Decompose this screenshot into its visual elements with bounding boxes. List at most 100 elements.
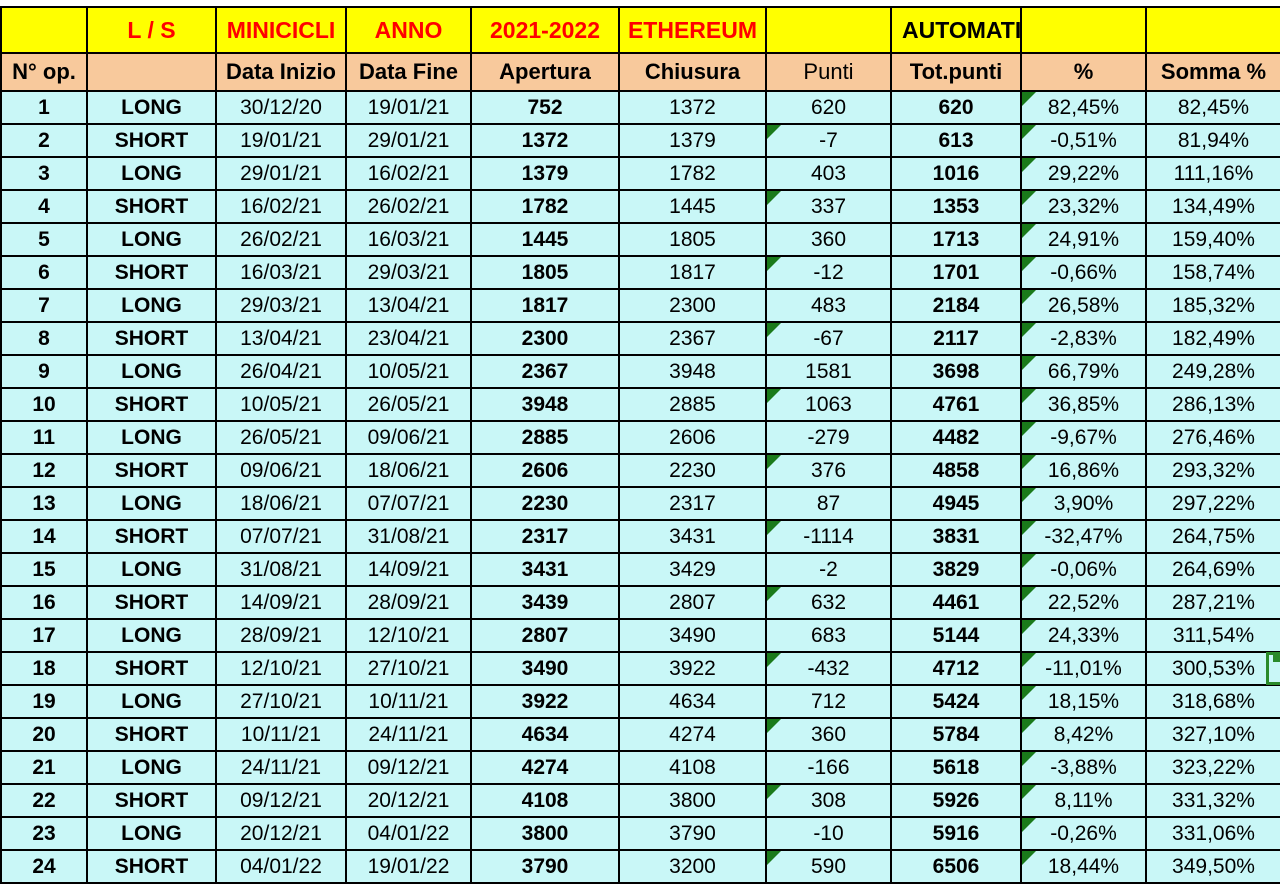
cell-chiusura[interactable]: 1445 (618, 189, 767, 224)
cell-direction[interactable]: SHORT (86, 387, 217, 422)
cell-data-inizio[interactable]: 27/10/21 (215, 684, 347, 719)
cell-apertura[interactable]: 1817 (470, 288, 620, 323)
cell-tot-punti[interactable]: 5916 (890, 816, 1022, 851)
cell-direction[interactable]: LONG (86, 618, 217, 653)
cell-op-number[interactable]: 24 (0, 849, 88, 884)
cell-apertura[interactable]: 4274 (470, 750, 620, 785)
cell-tot-punti[interactable]: 4858 (890, 453, 1022, 488)
cell-data-inizio[interactable]: 12/10/21 (215, 651, 347, 686)
cell-chiusura[interactable]: 3922 (618, 651, 767, 686)
cell-op-number[interactable]: 14 (0, 519, 88, 554)
cell-op-number[interactable]: 9 (0, 354, 88, 389)
cell-punti[interactable]: 620 (765, 90, 892, 125)
cell-punti[interactable]: 1063 (765, 387, 892, 422)
cell-tot-punti[interactable]: 5784 (890, 717, 1022, 752)
cell-apertura[interactable]: 3800 (470, 816, 620, 851)
cell-tot-punti[interactable]: 4761 (890, 387, 1022, 422)
cell-data-inizio[interactable]: 20/12/21 (215, 816, 347, 851)
cell-punti[interactable]: 1581 (765, 354, 892, 389)
cell-data-inizio[interactable]: 16/03/21 (215, 255, 347, 290)
cell-percent[interactable]: 24,33% (1020, 618, 1147, 653)
cell-data-inizio[interactable]: 16/02/21 (215, 189, 347, 224)
cell-punti[interactable]: 360 (765, 222, 892, 257)
header-title-anno[interactable]: ANNO (345, 6, 472, 54)
cell-chiusura[interactable]: 2606 (618, 420, 767, 455)
cell-data-inizio[interactable]: 07/07/21 (215, 519, 347, 554)
cell-data-inizio[interactable]: 28/09/21 (215, 618, 347, 653)
column-header-ls-blank[interactable] (86, 52, 217, 92)
cell-apertura[interactable]: 1805 (470, 255, 620, 290)
cell-tot-punti[interactable]: 1713 (890, 222, 1022, 257)
column-header-percent[interactable]: % (1020, 52, 1147, 92)
column-header-tot-punti[interactable]: Tot.punti (890, 52, 1022, 92)
cell-direction[interactable]: LONG (86, 486, 217, 521)
column-header-chiusura[interactable]: Chiusura (618, 52, 767, 92)
cell-direction[interactable]: SHORT (86, 255, 217, 290)
cell-data-inizio[interactable]: 26/04/21 (215, 354, 347, 389)
cell-apertura[interactable]: 2885 (470, 420, 620, 455)
cell-direction[interactable]: LONG (86, 222, 217, 257)
cell-apertura[interactable]: 2367 (470, 354, 620, 389)
cell-direction[interactable]: SHORT (86, 651, 217, 686)
cell-direction[interactable]: SHORT (86, 783, 217, 818)
cell-apertura[interactable]: 2300 (470, 321, 620, 356)
cell-op-number[interactable]: 16 (0, 585, 88, 620)
cell-percent[interactable]: -9,67% (1020, 420, 1147, 455)
cell-data-inizio[interactable]: 04/01/22 (215, 849, 347, 884)
cell-data-fine[interactable]: 18/06/21 (345, 453, 472, 488)
cell-data-inizio[interactable]: 29/01/21 (215, 156, 347, 191)
cell-punti[interactable]: -166 (765, 750, 892, 785)
cell-chiusura[interactable]: 2367 (618, 321, 767, 356)
cell-direction[interactable]: LONG (86, 354, 217, 389)
cell-data-inizio[interactable]: 18/06/21 (215, 486, 347, 521)
header-title-blank-somma[interactable] (1145, 6, 1280, 54)
cell-tot-punti[interactable]: 5424 (890, 684, 1022, 719)
cell-somma-percent[interactable]: 185,32% (1145, 288, 1280, 323)
cell-op-number[interactable]: 15 (0, 552, 88, 587)
header-title-ethereum[interactable]: ETHEREUM (618, 6, 767, 54)
cell-somma-percent[interactable]: 286,13% (1145, 387, 1280, 422)
cell-punti[interactable]: -7 (765, 123, 892, 158)
column-header-data-fine[interactable]: Data Fine (345, 52, 472, 92)
cell-data-fine[interactable]: 29/03/21 (345, 255, 472, 290)
cell-somma-percent[interactable]: 82,45% (1145, 90, 1280, 125)
cell-op-number[interactable]: 17 (0, 618, 88, 653)
cell-somma-percent[interactable]: 111,16% (1145, 156, 1280, 191)
cell-chiusura[interactable]: 3948 (618, 354, 767, 389)
cell-op-number[interactable]: 23 (0, 816, 88, 851)
cell-data-fine[interactable]: 26/02/21 (345, 189, 472, 224)
cell-apertura[interactable]: 4108 (470, 783, 620, 818)
cell-data-inizio[interactable]: 14/09/21 (215, 585, 347, 620)
cell-op-number[interactable]: 4 (0, 189, 88, 224)
cell-op-number[interactable]: 11 (0, 420, 88, 455)
cell-punti[interactable]: 337 (765, 189, 892, 224)
cell-tot-punti[interactable]: 613 (890, 123, 1022, 158)
cell-chiusura[interactable]: 2300 (618, 288, 767, 323)
cell-somma-percent[interactable]: 331,32% (1145, 783, 1280, 818)
cell-data-fine[interactable]: 26/05/21 (345, 387, 472, 422)
cell-apertura[interactable]: 752 (470, 90, 620, 125)
cell-direction[interactable]: SHORT (86, 321, 217, 356)
cell-data-inizio[interactable]: 30/12/20 (215, 90, 347, 125)
header-title-period[interactable]: 2021-2022 (470, 6, 620, 54)
cell-percent[interactable]: 29,22% (1020, 156, 1147, 191)
cell-percent[interactable]: 16,86% (1020, 453, 1147, 488)
cell-op-number[interactable]: 7 (0, 288, 88, 323)
cell-direction[interactable]: LONG (86, 156, 217, 191)
cell-apertura[interactable]: 3490 (470, 651, 620, 686)
cell-percent[interactable]: 23,32% (1020, 189, 1147, 224)
column-header-data-inizio[interactable]: Data Inizio (215, 52, 347, 92)
cell-somma-percent[interactable]: 311,54% (1145, 618, 1280, 653)
cell-data-fine[interactable]: 07/07/21 (345, 486, 472, 521)
cell-direction[interactable]: SHORT (86, 453, 217, 488)
cell-direction[interactable]: SHORT (86, 189, 217, 224)
cell-data-fine[interactable]: 19/01/22 (345, 849, 472, 884)
cell-percent[interactable]: 8,42% (1020, 717, 1147, 752)
cell-op-number[interactable]: 19 (0, 684, 88, 719)
cell-somma-percent[interactable]: 182,49% (1145, 321, 1280, 356)
cell-data-inizio[interactable]: 26/05/21 (215, 420, 347, 455)
cell-data-inizio[interactable]: 29/03/21 (215, 288, 347, 323)
cell-punti[interactable]: 483 (765, 288, 892, 323)
cell-percent[interactable]: -0,06% (1020, 552, 1147, 587)
cell-apertura[interactable]: 3431 (470, 552, 620, 587)
